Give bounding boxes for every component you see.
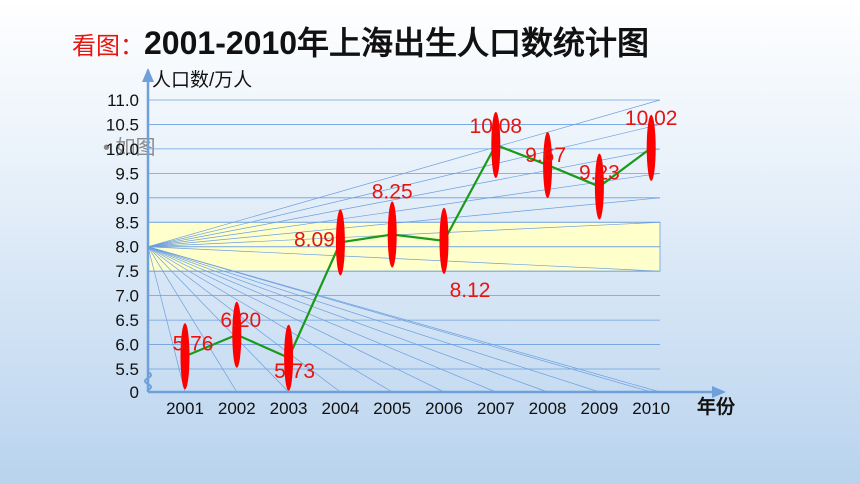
x-tick-label: 2004 <box>321 399 359 418</box>
data-label: 8.12 <box>450 279 491 302</box>
series-line <box>184 143 652 360</box>
guide-ray <box>147 246 600 393</box>
x-tick-label: 2002 <box>218 399 256 418</box>
x-tick-label: 2008 <box>529 399 567 418</box>
y-tick-label: 9.5 <box>115 164 139 183</box>
y-tick-labels: 0 5.5 6.0 6.5 7.0 7.5 8.0 8.5 9.0 9.5 10.0 10.5 11.0 <box>106 91 139 402</box>
y-tick-label: 0 <box>130 383 139 402</box>
data-marker <box>180 323 190 390</box>
title-main: 2001-2010年上海出生人口数统计图 <box>144 25 650 61</box>
data-label: 5.76 <box>173 332 214 355</box>
data-marker <box>335 209 345 276</box>
y-axis-label: 人口数/万人 <box>152 69 252 91</box>
note-text: • 如图 <box>103 137 156 159</box>
guide-ray <box>147 246 186 393</box>
guide-rays-layer <box>147 99 661 393</box>
y-tick-label: 9.0 <box>115 189 139 208</box>
data-marker <box>387 201 397 268</box>
guide-ray <box>147 246 661 272</box>
guide-ray <box>147 246 341 393</box>
guide-ray <box>147 124 661 248</box>
x-tick-label: 2007 <box>477 399 515 418</box>
guide-ray <box>147 173 661 248</box>
guide-ray <box>147 246 661 393</box>
y-tick-label: 6.0 <box>115 336 139 355</box>
data-labels-layer: 5.76 6.20 5.73 8.09 8.25 8.12 10.089.67 9.23 10.… <box>173 107 678 383</box>
data-marker <box>646 114 656 181</box>
y-tick-label: 11.0 <box>107 91 139 110</box>
data-label: 9.67 <box>525 144 566 167</box>
guide-ray <box>147 246 238 393</box>
marker-layer <box>180 111 656 391</box>
guide-ray <box>147 197 661 248</box>
guide-ray <box>147 99 661 248</box>
x-tick-label: 2001 <box>166 399 204 418</box>
data-label: 6.20 <box>220 309 261 332</box>
guide-ray <box>147 246 652 393</box>
data-marker <box>439 207 449 274</box>
data-label: 5.73 <box>274 360 315 383</box>
x-tick-label: 2006 <box>425 399 463 418</box>
data-marker <box>543 132 553 199</box>
x-tick-labels: 2001 2002 2003 2004 2005 2006 2007 2008 2009 2010 <box>166 399 670 418</box>
y-tick-label: 5.5 <box>115 360 139 379</box>
x-tick-label: 2010 <box>632 399 670 418</box>
x-axis-arrow <box>712 386 726 398</box>
y-tick-label: 6.5 <box>115 311 139 330</box>
data-marker <box>491 111 501 178</box>
data-label: 10.08 <box>470 115 523 138</box>
data-label: 10.02 <box>625 107 678 130</box>
x-axis-label: 年份 <box>697 395 736 418</box>
guide-ray <box>147 246 548 393</box>
y-tick-label: 8.0 <box>115 238 139 257</box>
guide-ray <box>147 148 661 248</box>
title-prefix: 看图： <box>72 33 144 60</box>
y-tick-label: 10.5 <box>106 115 139 134</box>
x-tick-label: 2005 <box>373 399 411 418</box>
guide-ray <box>147 221 661 248</box>
guide-ray <box>147 246 445 393</box>
y-tick-label: 7.5 <box>115 262 139 281</box>
x-tick-label: 2009 <box>580 399 618 418</box>
data-label: 9.23 <box>579 162 620 185</box>
axis-break-mark <box>144 371 152 391</box>
guide-ray <box>147 246 289 393</box>
x-tick-label: 2003 <box>270 399 308 418</box>
guide-ray <box>147 246 393 393</box>
y-tick-label: 7.0 <box>115 287 139 306</box>
series-line-layer <box>184 143 652 360</box>
y-tick-label: 10.0 <box>106 140 139 159</box>
data-marker <box>232 301 242 368</box>
y-axis-arrow <box>142 68 154 82</box>
data-label: 8.09 <box>294 228 335 251</box>
axes-layer <box>142 68 726 398</box>
data-marker <box>594 153 604 220</box>
guide-ray <box>147 246 496 393</box>
chart-title: 看图：2001-2010年上海出生人口数统计图 <box>72 18 649 64</box>
data-marker <box>284 324 294 391</box>
data-label: 8.25 <box>372 181 413 204</box>
y-tick-label: 8.5 <box>115 213 139 232</box>
